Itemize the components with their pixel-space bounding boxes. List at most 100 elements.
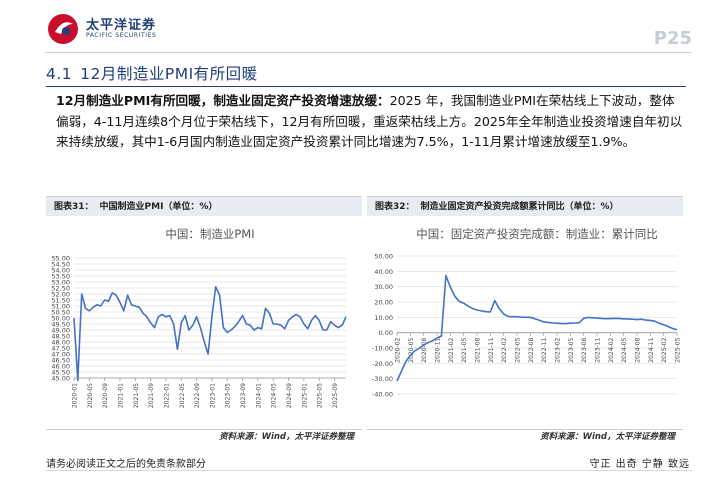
x-tick-label: 2024-02: [608, 337, 615, 362]
y-tick-label: 45.00: [51, 375, 70, 383]
y-tick-label: 50.00: [374, 253, 393, 261]
y-tick-label: -30.00: [372, 375, 393, 383]
y-tick-label: -10.00: [372, 345, 393, 353]
x-tick-label: 2023-05: [568, 337, 575, 362]
x-tick-label: 2023-08: [581, 337, 588, 362]
x-tick-label: 2023-05: [225, 383, 232, 408]
x-tick-label: 2021-09: [148, 383, 155, 408]
figure-caption: 图表31： 中国制造业PMI（单位：%）: [46, 196, 362, 216]
brand-logo: 太平洋证券 PACIFIC SECURITIES: [46, 12, 196, 48]
paragraph-body: 2025 年，我国制造业PMI在荣枯线上下波动，整体偏弱，4-11月连续8个月位…: [56, 93, 683, 149]
y-tick-label: 48.50: [51, 333, 70, 341]
section-number: 4.1: [46, 65, 73, 83]
x-tick-label: 2021-01: [117, 383, 124, 408]
x-tick-label: 2025-05: [675, 337, 682, 362]
x-tick-label: 2020-02: [395, 337, 402, 362]
y-tick-label: 53.50: [51, 273, 70, 281]
x-tick-label: 2024-05: [621, 337, 628, 362]
y-tick-label: 50.50: [51, 309, 70, 317]
pacific-logo-icon: [48, 14, 78, 44]
x-tick-label: 2021-05: [133, 383, 140, 408]
y-tick-label: 45.50: [51, 369, 70, 377]
figure-caption: 图表32： 制造业固定资产投资完成额累计同比（单位：%）: [367, 196, 683, 216]
figure-label: 图表32：: [375, 202, 415, 212]
x-tick-label: 2020-11: [435, 337, 442, 362]
x-tick-label: 2022-05: [515, 337, 522, 362]
y-tick-label: 52.50: [51, 285, 70, 293]
x-tick-label: 2024-05: [271, 383, 278, 408]
x-tick-label: 2020-01: [72, 383, 79, 408]
y-tick-label: 53.00: [51, 279, 70, 287]
y-tick-label: 20.00: [374, 299, 393, 307]
x-tick-label: 2025-05: [317, 383, 324, 408]
x-tick-label: 2020-09: [102, 383, 109, 408]
y-tick-label: 52.00: [51, 291, 70, 299]
y-tick-label: 40.00: [374, 268, 393, 276]
brand-name-cn: 太平洋证券: [86, 18, 157, 33]
y-tick-label: 49.00: [51, 327, 70, 335]
chart-panel-pmi: 图表31： 中国制造业PMI（单位：%） 中国：制造业PMI 45.00 45.50 4…: [46, 196, 362, 444]
footer-motto: 守正 出奇 宁静 致远: [589, 459, 690, 470]
x-tick-label: 2023-09: [240, 383, 247, 408]
chart-source: 资料来源：Wind，太平洋证券整理: [540, 432, 675, 442]
y-tick-label: 47.00: [51, 351, 70, 359]
series-line: [396, 274, 678, 382]
x-tick-label: 2021-05: [461, 337, 468, 362]
paragraph-lead: 12月制造业PMI有所回暖，制造业固定资产投资增速放缓：: [56, 93, 390, 108]
y-tick-label: 46.00: [51, 363, 70, 371]
x-tick-label: 2024-01: [255, 383, 262, 408]
chart-source: 资料来源：Wind，太平洋证券整理: [219, 432, 354, 442]
section-title: 12月制造业PMI有所回暖: [80, 65, 258, 83]
x-tick-label: 2025-01: [301, 383, 308, 408]
figure-label: 图表31：: [54, 202, 94, 212]
footer-divider: [46, 470, 692, 471]
x-tick-label: 2020-05: [87, 383, 94, 408]
chart-panel-investment: 图表32： 制造业固定资产投资完成额累计同比（单位：%） 中国：固定资产投资完成额…: [367, 196, 683, 444]
brand-name-en: PACIFIC SECURITIES: [86, 32, 157, 39]
y-tick-label: -20.00: [372, 360, 393, 368]
x-tick-label: 2025-02: [661, 337, 668, 362]
y-tick-label: 54.00: [51, 267, 70, 275]
x-tick-label: 2024-11: [648, 337, 655, 362]
x-tick-label: 2022-11: [541, 337, 548, 362]
x-tick-label: 2022-02: [501, 337, 508, 362]
y-tick-label: 55.00: [51, 255, 70, 263]
y-tick-label: 0.00: [379, 329, 393, 337]
pmi-line-chart: 中国：制造业PMI45.0045.5046.0046.5047.0047.504…: [51, 227, 347, 408]
y-tick-label: 47.50: [51, 345, 70, 353]
section-heading: 4.1 12月制造业PMI有所回暖: [46, 62, 686, 87]
x-tick-label: 2022-05: [179, 383, 186, 408]
y-tick-label: 46.50: [51, 357, 70, 365]
y-tick-label: 49.50: [51, 321, 70, 329]
x-tick-label: 2020-05: [408, 337, 415, 362]
y-tick-label: 48.00: [51, 339, 70, 347]
header-divider: [46, 52, 692, 53]
y-tick-label: 54.50: [51, 261, 70, 269]
x-tick-label: 2021-02: [448, 337, 455, 362]
panel-divider: [46, 429, 362, 430]
x-tick-label: 2022-01: [163, 383, 170, 408]
y-tick-label: 51.00: [51, 303, 70, 311]
x-tick-label: 2022-09: [194, 383, 201, 408]
y-tick-label: 10.00: [374, 314, 393, 322]
x-tick-label: 2024-09: [286, 383, 293, 408]
x-tick-label: 2021-11: [488, 337, 495, 362]
x-tick-label: 2023-11: [595, 337, 602, 362]
figure-title: 制造业固定资产投资完成额累计同比（单位：%）: [420, 202, 619, 212]
chart-title: 中国：制造业PMI: [165, 227, 254, 241]
body-paragraph: 12月制造业PMI有所回暖，制造业固定资产投资增速放缓：2025 年，我国制造业…: [56, 91, 686, 153]
x-tick-label: 2024-08: [635, 337, 642, 362]
footer-disclaimer: 请务必阅读正文之后的免责条款部分: [46, 459, 206, 470]
investment-line-chart: 中国：固定资产投资完成额：制造业：累计同比 -40.00 -30.00 -20.00 -…: [372, 227, 682, 399]
x-tick-label: 2025-09: [332, 383, 339, 408]
x-tick-label: 2021-08: [475, 337, 482, 362]
panel-divider: [367, 429, 683, 430]
x-tick-label: 2023-02: [555, 337, 562, 362]
chart-title: 中国：固定资产投资完成额：制造业：累计同比: [416, 227, 658, 241]
x-tick-label: 2020-08: [421, 337, 428, 362]
x-tick-label: 2022-08: [528, 337, 535, 362]
y-tick-label: 30.00: [374, 283, 393, 291]
y-tick-label: -40.00: [372, 391, 393, 399]
y-tick-label: 50.00: [51, 315, 70, 323]
series-line: [73, 286, 347, 382]
